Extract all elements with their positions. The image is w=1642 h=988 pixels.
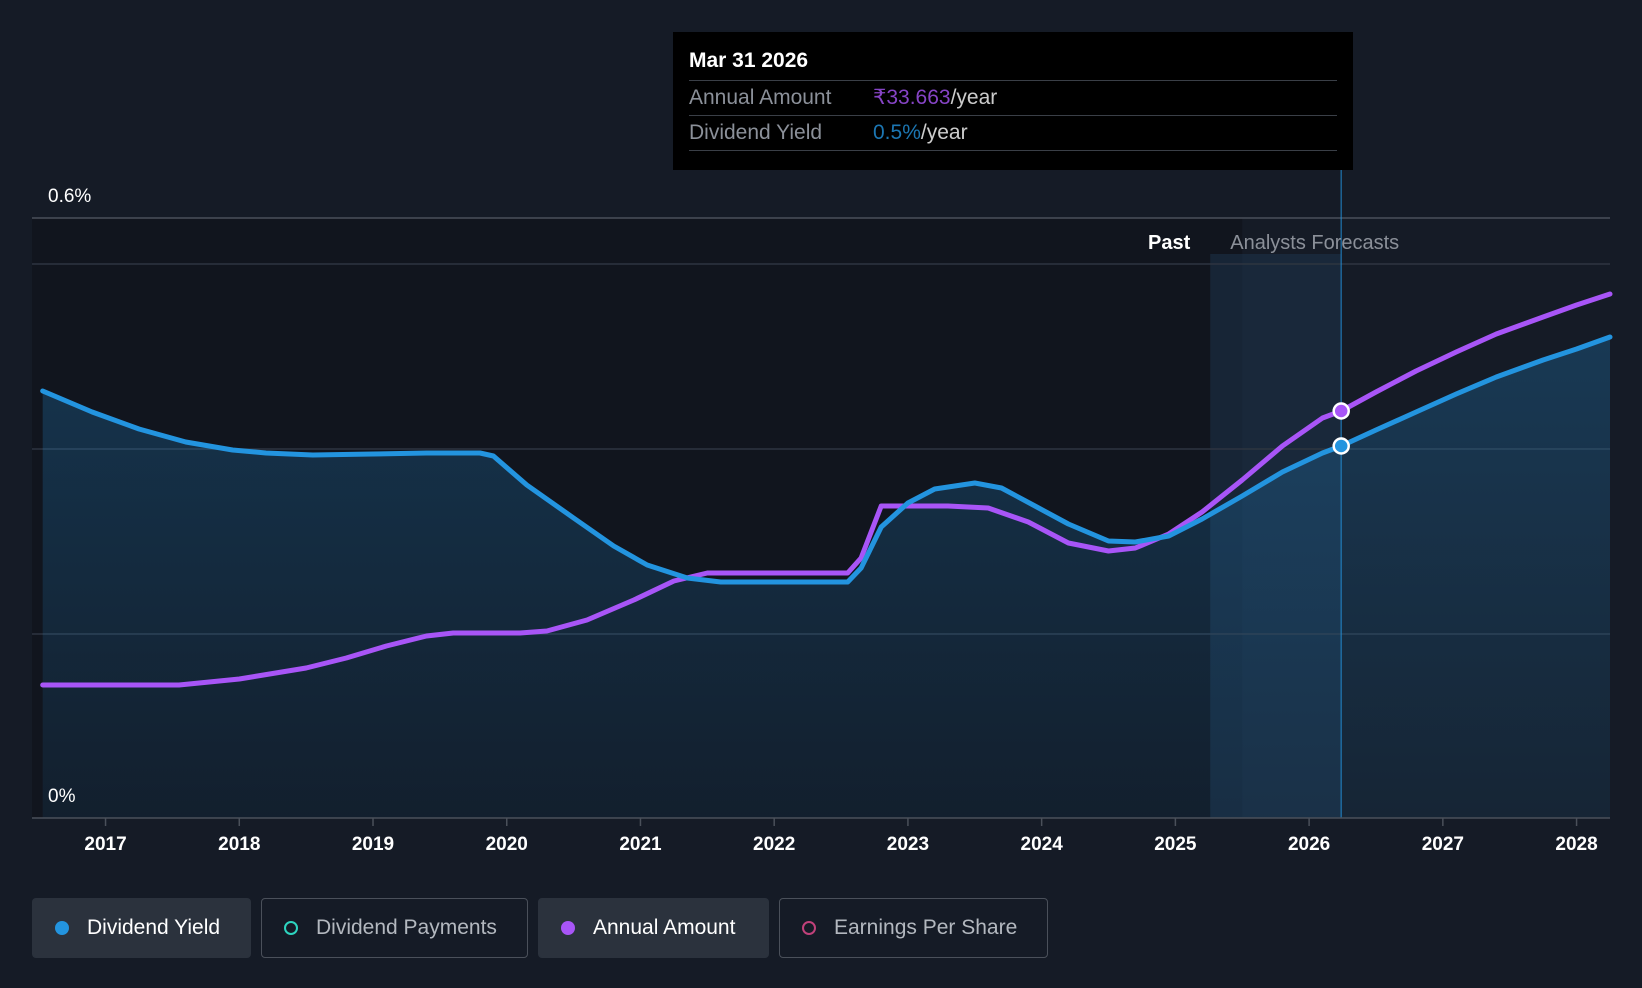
- legend-label: Dividend Payments: [316, 916, 497, 939]
- annual-amount-value: ₹33.663: [873, 86, 951, 109]
- x-tick-label: 2020: [486, 834, 528, 855]
- x-tick-label: 2025: [1154, 834, 1197, 855]
- tooltip-row-annual-amount: Annual Amount ₹33.663/year: [689, 81, 1337, 116]
- value-suffix: /year: [950, 86, 998, 109]
- chart-tooltip: Mar 31 2026 Annual Amount ₹33.663/year D…: [673, 32, 1353, 170]
- annual-amount-dot-icon: [561, 921, 575, 935]
- y-axis-labels: 0.6% 0%: [48, 186, 91, 807]
- dividend-payments-ring-icon: [284, 921, 298, 935]
- area-fill: [42, 337, 1611, 818]
- tooltip-value: ₹33.663/year: [873, 81, 997, 115]
- legend-label: Earnings Per Share: [834, 916, 1018, 939]
- earnings-per-share-ring-icon: [802, 921, 816, 935]
- x-axis: 2017 2018 2019 2020 2021 2022 2023 2024 2025 2026…: [32, 817, 1610, 855]
- legend-label: Annual Amount: [593, 916, 736, 939]
- annual-amount-line: [40, 291, 1613, 688]
- annual-amount-marker: [1332, 402, 1350, 420]
- past-label: Past: [1148, 232, 1191, 254]
- chart-legend: Dividend Yield Dividend Payments Annual …: [32, 898, 1048, 958]
- tooltip-markers: [1332, 402, 1350, 455]
- value-suffix: /year: [920, 121, 968, 144]
- forecast-label: Analysts Forecasts: [1230, 232, 1399, 254]
- x-tick-label: 2022: [753, 834, 795, 855]
- legend-dividend-yield[interactable]: Dividend Yield: [32, 898, 251, 958]
- legend-dividend-payments[interactable]: Dividend Payments: [261, 898, 528, 958]
- x-tick-label: 2024: [1021, 834, 1064, 855]
- tooltip-date: Mar 31 2026: [689, 46, 1337, 81]
- x-tick-label: 2023: [887, 834, 929, 855]
- legend-annual-amount[interactable]: Annual Amount: [538, 898, 769, 958]
- x-tick-label: 2018: [218, 834, 260, 855]
- legend-earnings-per-share[interactable]: Earnings Per Share: [779, 898, 1048, 958]
- dividend-yield-value: 0.5%: [873, 121, 921, 144]
- dividend-yield-area: [42, 337, 1611, 818]
- x-tick-label: 2028: [1555, 834, 1597, 855]
- dividend-yield-marker: [1332, 437, 1350, 455]
- tooltip-row-dividend-yield: Dividend Yield 0.5%/year: [689, 116, 1337, 151]
- x-tick-label: 2019: [352, 834, 394, 855]
- tooltip-value: 0.5%/year: [873, 116, 968, 150]
- y-tick-label: 0%: [48, 786, 76, 807]
- tooltip-key: Annual Amount: [689, 86, 832, 109]
- tooltip-key: Dividend Yield: [689, 121, 823, 144]
- dividend-yield-dot-icon: [55, 921, 69, 935]
- x-tick-label: 2026: [1288, 834, 1330, 855]
- x-tick-label: 2021: [619, 834, 662, 855]
- legend-label: Dividend Yield: [87, 916, 221, 939]
- x-tick-label: 2017: [84, 834, 126, 855]
- x-tick-label: 2027: [1422, 834, 1464, 855]
- y-tick-label: 0.6%: [48, 186, 91, 207]
